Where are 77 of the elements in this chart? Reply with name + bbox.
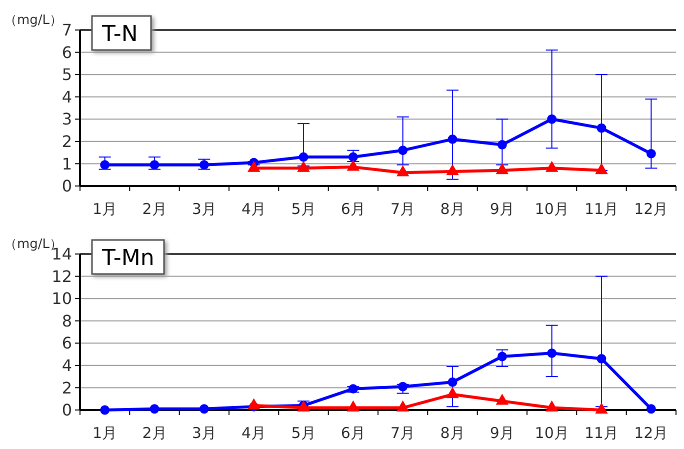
y-tick-label: 2 (62, 132, 72, 152)
y-tick-label: 4 (62, 87, 72, 106)
point (398, 146, 408, 156)
point (497, 140, 507, 150)
y-tick-label: 7 (62, 20, 72, 40)
x-tick-label: 5月 (291, 424, 316, 442)
point (247, 398, 260, 410)
point (346, 160, 360, 171)
point (346, 400, 360, 412)
chart-title: T-N (101, 22, 138, 47)
point (100, 160, 110, 170)
x-tick-label: 5月 (291, 200, 316, 218)
y-tick-label: 0 (62, 400, 72, 420)
x-tick-label: 6月 (340, 200, 366, 218)
point (247, 160, 260, 172)
x-tick-label: 1月 (92, 424, 118, 442)
y-tick-label: 10 (52, 289, 72, 308)
point (298, 152, 308, 162)
point (497, 352, 507, 362)
chart-title: T-Mn (101, 246, 154, 271)
x-tick-label: 8月 (440, 424, 465, 442)
x-tick-label: 3月 (192, 200, 216, 218)
point (496, 394, 509, 405)
x-tick-label: 4月 (242, 424, 266, 442)
point (150, 404, 160, 414)
x-tick-label: 2月 (142, 200, 167, 218)
point (348, 152, 358, 162)
point (547, 114, 557, 124)
x-tick-label: 7月 (390, 200, 416, 218)
x-tick-label: 1月 (92, 200, 118, 218)
point (348, 384, 358, 394)
point (199, 404, 209, 414)
x-tick-label: 12月 (634, 200, 668, 218)
point (448, 134, 458, 144)
point (100, 405, 110, 415)
x-tick-label: 2月 (142, 424, 167, 442)
y-tick-label: 1 (62, 154, 72, 174)
point (398, 382, 408, 392)
x-tick-label: 4月 (242, 200, 266, 218)
point (545, 400, 558, 412)
y-tick-label: 12 (52, 266, 72, 286)
point (646, 404, 656, 414)
point (595, 163, 608, 174)
point (448, 377, 458, 387)
x-tick-label: 11月 (584, 200, 619, 218)
y-tick-label: 3 (62, 110, 72, 129)
x-tick-label: 7月 (390, 424, 416, 442)
y-tick-label: 8 (62, 311, 72, 330)
point (596, 123, 606, 133)
x-tick-label: 6月 (340, 424, 366, 442)
point (646, 148, 656, 158)
x-tick-label: 10月 (534, 424, 569, 442)
y-tick-label: 2 (62, 378, 72, 398)
y-tick-label: 6 (62, 334, 72, 353)
y-tick-label: 0 (62, 176, 72, 196)
x-tick-label: 10月 (534, 200, 569, 218)
x-tick-label: 9月 (490, 424, 514, 442)
point (496, 163, 509, 174)
y-tick-label: 5 (62, 65, 72, 84)
point (396, 400, 410, 412)
x-tick-label: 3月 (192, 424, 216, 442)
point (297, 160, 310, 172)
point (547, 348, 557, 358)
x-tick-label: 12月 (634, 424, 668, 442)
point (446, 164, 459, 176)
point (595, 402, 608, 414)
point (446, 387, 459, 398)
y-axis-title: （mg/L） (4, 13, 63, 28)
point (596, 354, 606, 364)
point (150, 160, 160, 170)
x-tick-label: 9月 (490, 200, 514, 218)
y-tick-label: 4 (62, 356, 72, 376)
y-tick-label: 6 (62, 42, 72, 62)
point (396, 165, 410, 176)
x-tick-label: 11月 (584, 424, 619, 442)
x-tick-label: 8月 (440, 200, 465, 218)
point (545, 160, 558, 172)
